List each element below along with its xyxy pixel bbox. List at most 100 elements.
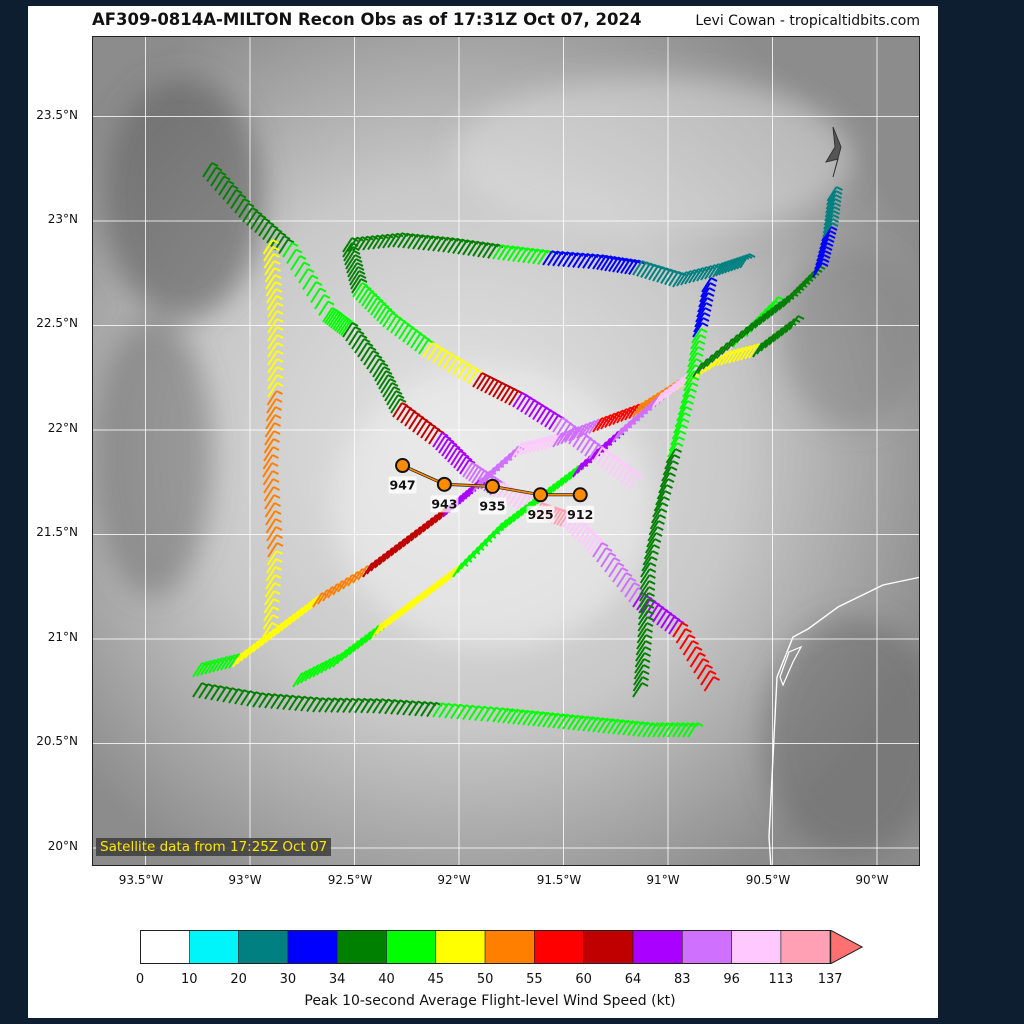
wind-barb	[612, 409, 623, 426]
wind-barb-flag	[273, 438, 280, 443]
wind-barb	[414, 523, 425, 539]
wind-barb	[692, 322, 703, 338]
wind-barb	[532, 437, 543, 453]
wind-barb	[560, 471, 571, 487]
wind-barb	[328, 311, 339, 328]
wind-barb	[476, 538, 487, 554]
wind-barb	[267, 302, 278, 318]
center-fix-marker[interactable]	[484, 478, 500, 494]
wind-barb-flag	[272, 478, 280, 483]
wind-barb	[778, 295, 789, 311]
wind-barb	[642, 550, 654, 566]
wind-barb	[768, 330, 779, 346]
wind-barb-flag	[273, 260, 281, 265]
wind-barb	[304, 666, 315, 682]
wind-barb	[660, 613, 671, 629]
wind-barb	[300, 668, 311, 684]
wind-barb	[552, 713, 563, 729]
wind-barb	[336, 317, 347, 334]
wind-barb-flag	[645, 640, 652, 645]
colorbar-border	[140, 930, 832, 964]
wind-barb	[398, 324, 409, 340]
wind-barb	[420, 586, 431, 602]
wind-barb	[672, 377, 683, 393]
wind-barb	[435, 435, 446, 451]
wind-barb	[263, 446, 274, 462]
wind-barb-flag	[276, 310, 284, 315]
wind-barb	[382, 233, 393, 249]
wind-barb	[462, 462, 473, 478]
wind-barb-flag	[601, 717, 609, 722]
colorbar-tick-label: 83	[674, 972, 691, 987]
wind-barb	[265, 566, 277, 582]
wind-barb-flag	[319, 287, 327, 293]
wind-barb	[562, 252, 573, 268]
wind-barb	[616, 258, 627, 274]
wind-barb	[263, 438, 275, 454]
wind-barb	[560, 429, 571, 445]
wind-barb	[350, 274, 361, 290]
wind-barb	[634, 658, 645, 674]
wind-barb	[727, 334, 738, 350]
wind-barb	[263, 253, 275, 269]
wind-barb	[556, 510, 567, 526]
pressure-label-bg	[388, 476, 417, 494]
wind-barb	[660, 268, 671, 284]
wind-barb-flag	[797, 315, 805, 320]
lat-label: 22°N	[47, 421, 78, 435]
wind-barb-flag	[526, 247, 534, 252]
wind-barb-flag	[276, 382, 284, 387]
wind-barb	[608, 459, 619, 475]
wind-barb	[624, 471, 635, 487]
wind-barb-flag	[666, 484, 673, 489]
wind-barb	[528, 402, 539, 418]
wind-barb	[772, 327, 783, 343]
wind-barb-flag	[275, 228, 283, 233]
wind-barb	[412, 234, 423, 250]
wind-barb	[267, 310, 278, 326]
wind-barb	[536, 436, 547, 452]
wind-barb	[635, 646, 646, 662]
colorbar-segment	[238, 930, 289, 964]
wind-barb	[676, 406, 687, 422]
wind-barb	[272, 622, 283, 638]
satellite-map[interactable]: 947 943 935 925 912	[92, 36, 920, 866]
wind-barb	[360, 631, 371, 647]
wind-barb	[372, 362, 383, 378]
wind-barb-flag	[275, 566, 282, 571]
wind-barb	[372, 698, 383, 714]
colorbar-tick-label: 34	[328, 972, 346, 987]
center-fix-marker[interactable]	[533, 487, 549, 503]
wind-barb-flag	[700, 328, 708, 333]
wind-barb	[382, 547, 393, 563]
center-fix-marker[interactable]	[395, 458, 411, 474]
wind-barb	[327, 583, 338, 599]
wind-barb-flag	[822, 258, 830, 263]
center-fix-marker[interactable]	[572, 487, 588, 503]
wind-barb	[512, 709, 523, 725]
wind-barb	[276, 694, 287, 710]
wind-barb	[266, 534, 278, 550]
wind-barb-flag	[211, 162, 219, 167]
wind-barb-flag	[621, 719, 629, 724]
wind-barb	[407, 233, 418, 250]
wind-barb-flag	[684, 412, 691, 417]
wind-barb	[230, 193, 241, 210]
colorbar-segment	[386, 930, 437, 964]
wind-barb	[620, 468, 631, 484]
wind-barb	[452, 238, 463, 254]
wind-barb	[600, 453, 611, 469]
wind-barb-flag	[272, 606, 280, 611]
wind-barb	[676, 374, 687, 390]
wind-barb	[612, 719, 623, 735]
wind-barb	[661, 466, 672, 482]
wind-barb	[382, 312, 393, 328]
wind-barb	[356, 634, 367, 650]
wind-barb	[720, 350, 731, 366]
wind-barb	[683, 376, 694, 392]
wind-barb-flag	[239, 193, 247, 199]
wind-barb	[380, 378, 391, 394]
wind-barb	[263, 478, 274, 494]
wind-barb	[324, 656, 335, 672]
center-fix-marker[interactable]	[436, 476, 452, 492]
